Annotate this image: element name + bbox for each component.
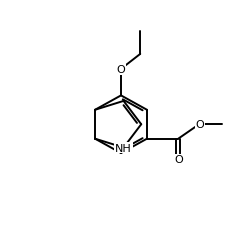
Text: O: O — [196, 119, 204, 129]
Text: NH: NH — [115, 143, 132, 153]
Text: O: O — [117, 65, 125, 75]
Text: O: O — [174, 155, 183, 165]
